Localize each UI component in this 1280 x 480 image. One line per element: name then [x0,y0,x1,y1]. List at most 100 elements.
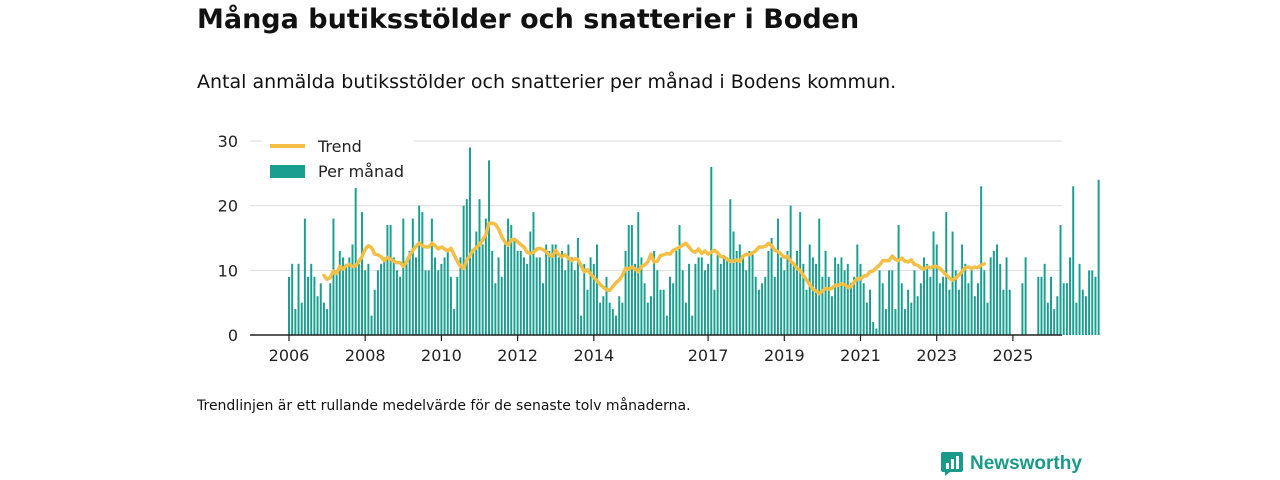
chart-area: 0 10 20 30 2006 2008 2010 2012 2014 2017 2019 2021… [218,132,1100,365]
bar [548,250,551,335]
bar [824,250,827,335]
bar [376,270,379,335]
bar [726,257,729,335]
bar [811,257,814,335]
bar [653,250,656,335]
x-tick-label: 2014 [573,346,614,365]
bar [815,263,818,335]
bar [913,270,916,335]
bar [1043,263,1046,335]
bar [288,276,290,335]
bar [542,283,544,335]
bar [722,257,725,335]
x-tick-label: 2017 [688,346,729,365]
bar [602,296,605,335]
bar [500,276,503,335]
bar [345,263,348,335]
bar [522,257,525,335]
bar [770,238,773,335]
bar [849,283,852,335]
bar [570,257,573,335]
bar [891,270,894,335]
bar [630,225,633,335]
bar [440,263,443,335]
bar [319,283,322,335]
bar [468,147,471,335]
bar [313,276,316,335]
bar [535,257,538,335]
bar [395,270,398,335]
bar [567,244,570,335]
newsworthy-logo[interactable]: Newsworthy [940,451,1082,477]
bar [561,250,564,335]
bar [996,244,999,335]
bar [1050,276,1052,335]
bar [919,283,922,335]
bar [846,263,849,335]
bar [294,309,297,335]
bar [843,270,846,335]
bar [456,276,459,335]
bar [719,263,722,335]
bar [742,257,745,335]
bar [615,315,618,335]
bar [948,289,951,335]
bar [415,257,417,335]
bar [497,257,500,335]
bar [894,309,897,335]
bar [446,250,449,335]
bar [688,263,691,335]
bar [418,205,421,335]
legend-trend-label: Trend [317,137,362,156]
bar [751,250,754,335]
bar [780,257,783,335]
bar [757,289,760,335]
bar [589,257,592,335]
x-tick-label: 2019 [764,346,805,365]
bar [957,289,960,335]
bar [1094,276,1097,335]
y-tick-label: 10 [218,261,238,280]
bar [865,302,868,335]
bar [878,270,881,335]
bar [545,244,548,335]
bar [332,218,335,335]
bar [907,289,910,335]
bar [491,250,494,335]
bar [884,309,887,335]
bar [665,315,668,335]
bar [592,263,595,335]
brand-name: Newsworthy [970,453,1082,474]
bar [976,283,979,335]
bar [669,276,671,335]
bar [897,225,900,335]
bar [551,244,554,335]
bar [938,283,941,335]
bar [761,283,764,335]
bar [443,257,446,335]
bar [519,250,522,335]
bar [1091,270,1094,335]
bar [411,218,414,335]
bar [430,218,433,335]
bar [437,270,440,335]
bar [348,257,351,335]
y-axis-ticks: 0 10 20 30 [218,132,238,345]
bar [932,231,935,335]
bar [973,296,976,335]
bar [503,244,506,335]
bar [989,257,992,335]
bar [853,276,856,335]
bar [586,289,589,335]
bar [335,270,338,335]
bar [700,257,703,335]
bar [786,250,789,335]
x-tick-label: 2012 [497,346,538,365]
bar [341,257,344,335]
bar [611,309,614,335]
bar [735,250,738,335]
bar [1075,302,1078,335]
bar [783,270,786,335]
bar [494,283,497,335]
bar [526,263,529,335]
